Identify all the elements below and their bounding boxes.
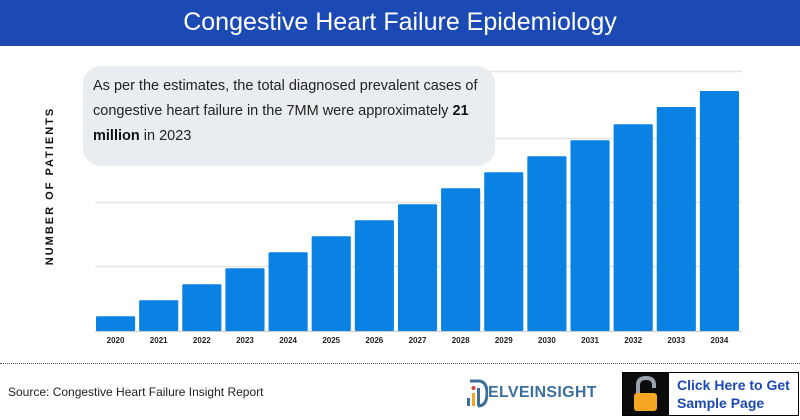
- callout-text: As per the estimates, the total diagnose…: [93, 78, 478, 119]
- x-tick-label: 2029: [495, 336, 513, 345]
- callout-highlight: 21 million: [93, 103, 469, 144]
- x-tick-label: 2032: [624, 336, 642, 345]
- bar-2033: [656, 107, 696, 331]
- x-tick-label: 2021: [150, 336, 168, 345]
- bar-2028: [441, 188, 481, 331]
- x-tick-label: 2028: [452, 336, 470, 345]
- logo-text: ELVEINSIGHT: [488, 384, 597, 401]
- logo-mark-icon: [467, 379, 488, 408]
- x-tick-label: 2020: [107, 336, 125, 345]
- bar-2025: [311, 236, 351, 331]
- bar-2031: [570, 140, 610, 331]
- bar-2026: [354, 220, 394, 331]
- x-tick-label: 2031: [581, 336, 599, 345]
- x-tick-label: 2026: [365, 336, 383, 345]
- source-note: Source: Congestive Heart Failure Insight…: [8, 385, 264, 399]
- x-tick-label: 2025: [322, 336, 340, 345]
- callout-text-end: in 2023: [139, 128, 192, 144]
- bar-chart: 2020 2021 2022 2023 2024 2025 2026 2027 2028 2029…: [95, 70, 742, 345]
- delveinsight-logo: ELVEINSIGHT: [466, 377, 597, 409]
- bar-2034: [699, 91, 739, 331]
- bar-2020: [96, 316, 136, 331]
- x-tick-label: 2023: [236, 336, 254, 345]
- x-tick-label: 2034: [711, 336, 729, 345]
- bar-2027: [397, 204, 438, 331]
- callout-box: As per the estimates, the total diagnose…: [83, 66, 495, 166]
- x-tick-label: 2030: [538, 336, 556, 345]
- cta-line-1: Click Here to Get: [677, 377, 790, 393]
- x-tick-label: 2033: [667, 336, 685, 345]
- bar-2022: [182, 284, 222, 331]
- cta-line-2: Sample Page: [677, 395, 765, 411]
- bar-2029: [484, 172, 524, 331]
- footer-divider: [0, 363, 800, 364]
- bar-2024: [268, 252, 308, 331]
- x-tick-label: 2027: [409, 336, 427, 345]
- bar-2030: [527, 156, 567, 331]
- bar-2021: [139, 300, 179, 331]
- bar-2032: [613, 124, 653, 331]
- x-tick-label: 2022: [193, 336, 211, 345]
- x-tick-label: 2024: [279, 336, 297, 345]
- bar-2023: [225, 268, 265, 331]
- page-title: Congestive Heart Failure Epidemiology: [0, 0, 800, 46]
- unlocked-padlock-icon: [623, 373, 669, 415]
- get-sample-page-button[interactable]: Click Here to Get Sample Page: [622, 372, 799, 416]
